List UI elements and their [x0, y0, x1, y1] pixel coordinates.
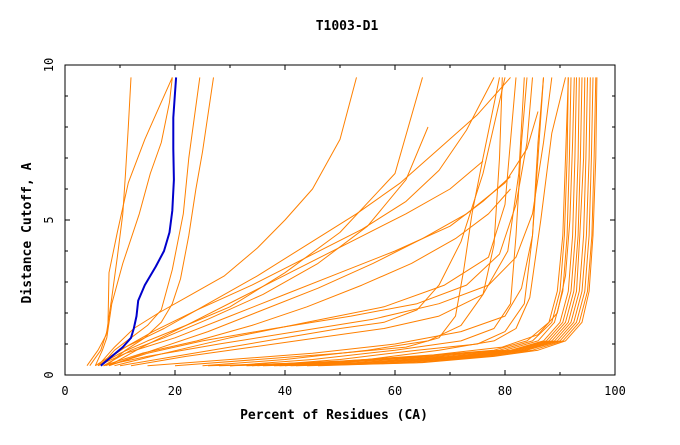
model-series-line: [174, 77, 500, 367]
model-series-line: [108, 111, 539, 367]
model-series-line: [119, 77, 506, 367]
model-series-line: [100, 77, 201, 367]
model-series-line: [103, 188, 511, 367]
x-tick-label: 40: [278, 384, 292, 398]
y-tick-label: 10: [42, 58, 56, 72]
model-series-line: [290, 77, 591, 367]
x-tick-label: 80: [498, 384, 512, 398]
model-series-line: [94, 77, 173, 366]
model-series-line: [229, 77, 575, 367]
x-tick-label: 60: [388, 384, 402, 398]
x-tick-label: 0: [61, 384, 68, 398]
model-series-line: [97, 77, 423, 367]
y-axis-label: Distance Cutoff, A: [20, 162, 35, 303]
model-series-line: [284, 77, 566, 367]
model-series-line: [97, 77, 357, 367]
axis-ticks: 0 20 40 60 80 100 0 5 10: [42, 58, 626, 398]
model-series-line: [103, 126, 429, 367]
model-series-line: [108, 160, 484, 367]
model-series-line: [130, 77, 525, 367]
model-series-line: [105, 77, 214, 367]
model-series-line: [218, 77, 569, 367]
y-tick-label: 5: [42, 216, 56, 223]
model-series-line: [202, 77, 503, 367]
highlight-series-line: [100, 77, 178, 367]
model-series-line: [97, 77, 511, 367]
model-series-line: [89, 77, 173, 366]
model-series-line: [229, 77, 572, 367]
x-axis-label: Percent of Residues (CA): [240, 408, 428, 423]
model-series-group: [86, 77, 598, 367]
model-series-line: [229, 77, 528, 367]
x-tick-label: 100: [604, 384, 626, 398]
model-series-line: [251, 77, 580, 367]
model-series-line: [147, 77, 544, 367]
model-series-line: [95, 77, 495, 367]
model-series-line: [317, 77, 598, 367]
model-series-line: [114, 77, 517, 367]
x-tick-label: 20: [168, 384, 182, 398]
model-series-line: [257, 77, 544, 367]
model-series-line: [108, 77, 533, 367]
model-series-line: [273, 77, 586, 367]
model-series-line: [86, 77, 132, 366]
model-series-line: [279, 77, 588, 367]
y-tick-label: 0: [42, 371, 56, 378]
highlight-series-group: [100, 77, 178, 367]
chart-title: T1003-D1: [316, 19, 379, 34]
